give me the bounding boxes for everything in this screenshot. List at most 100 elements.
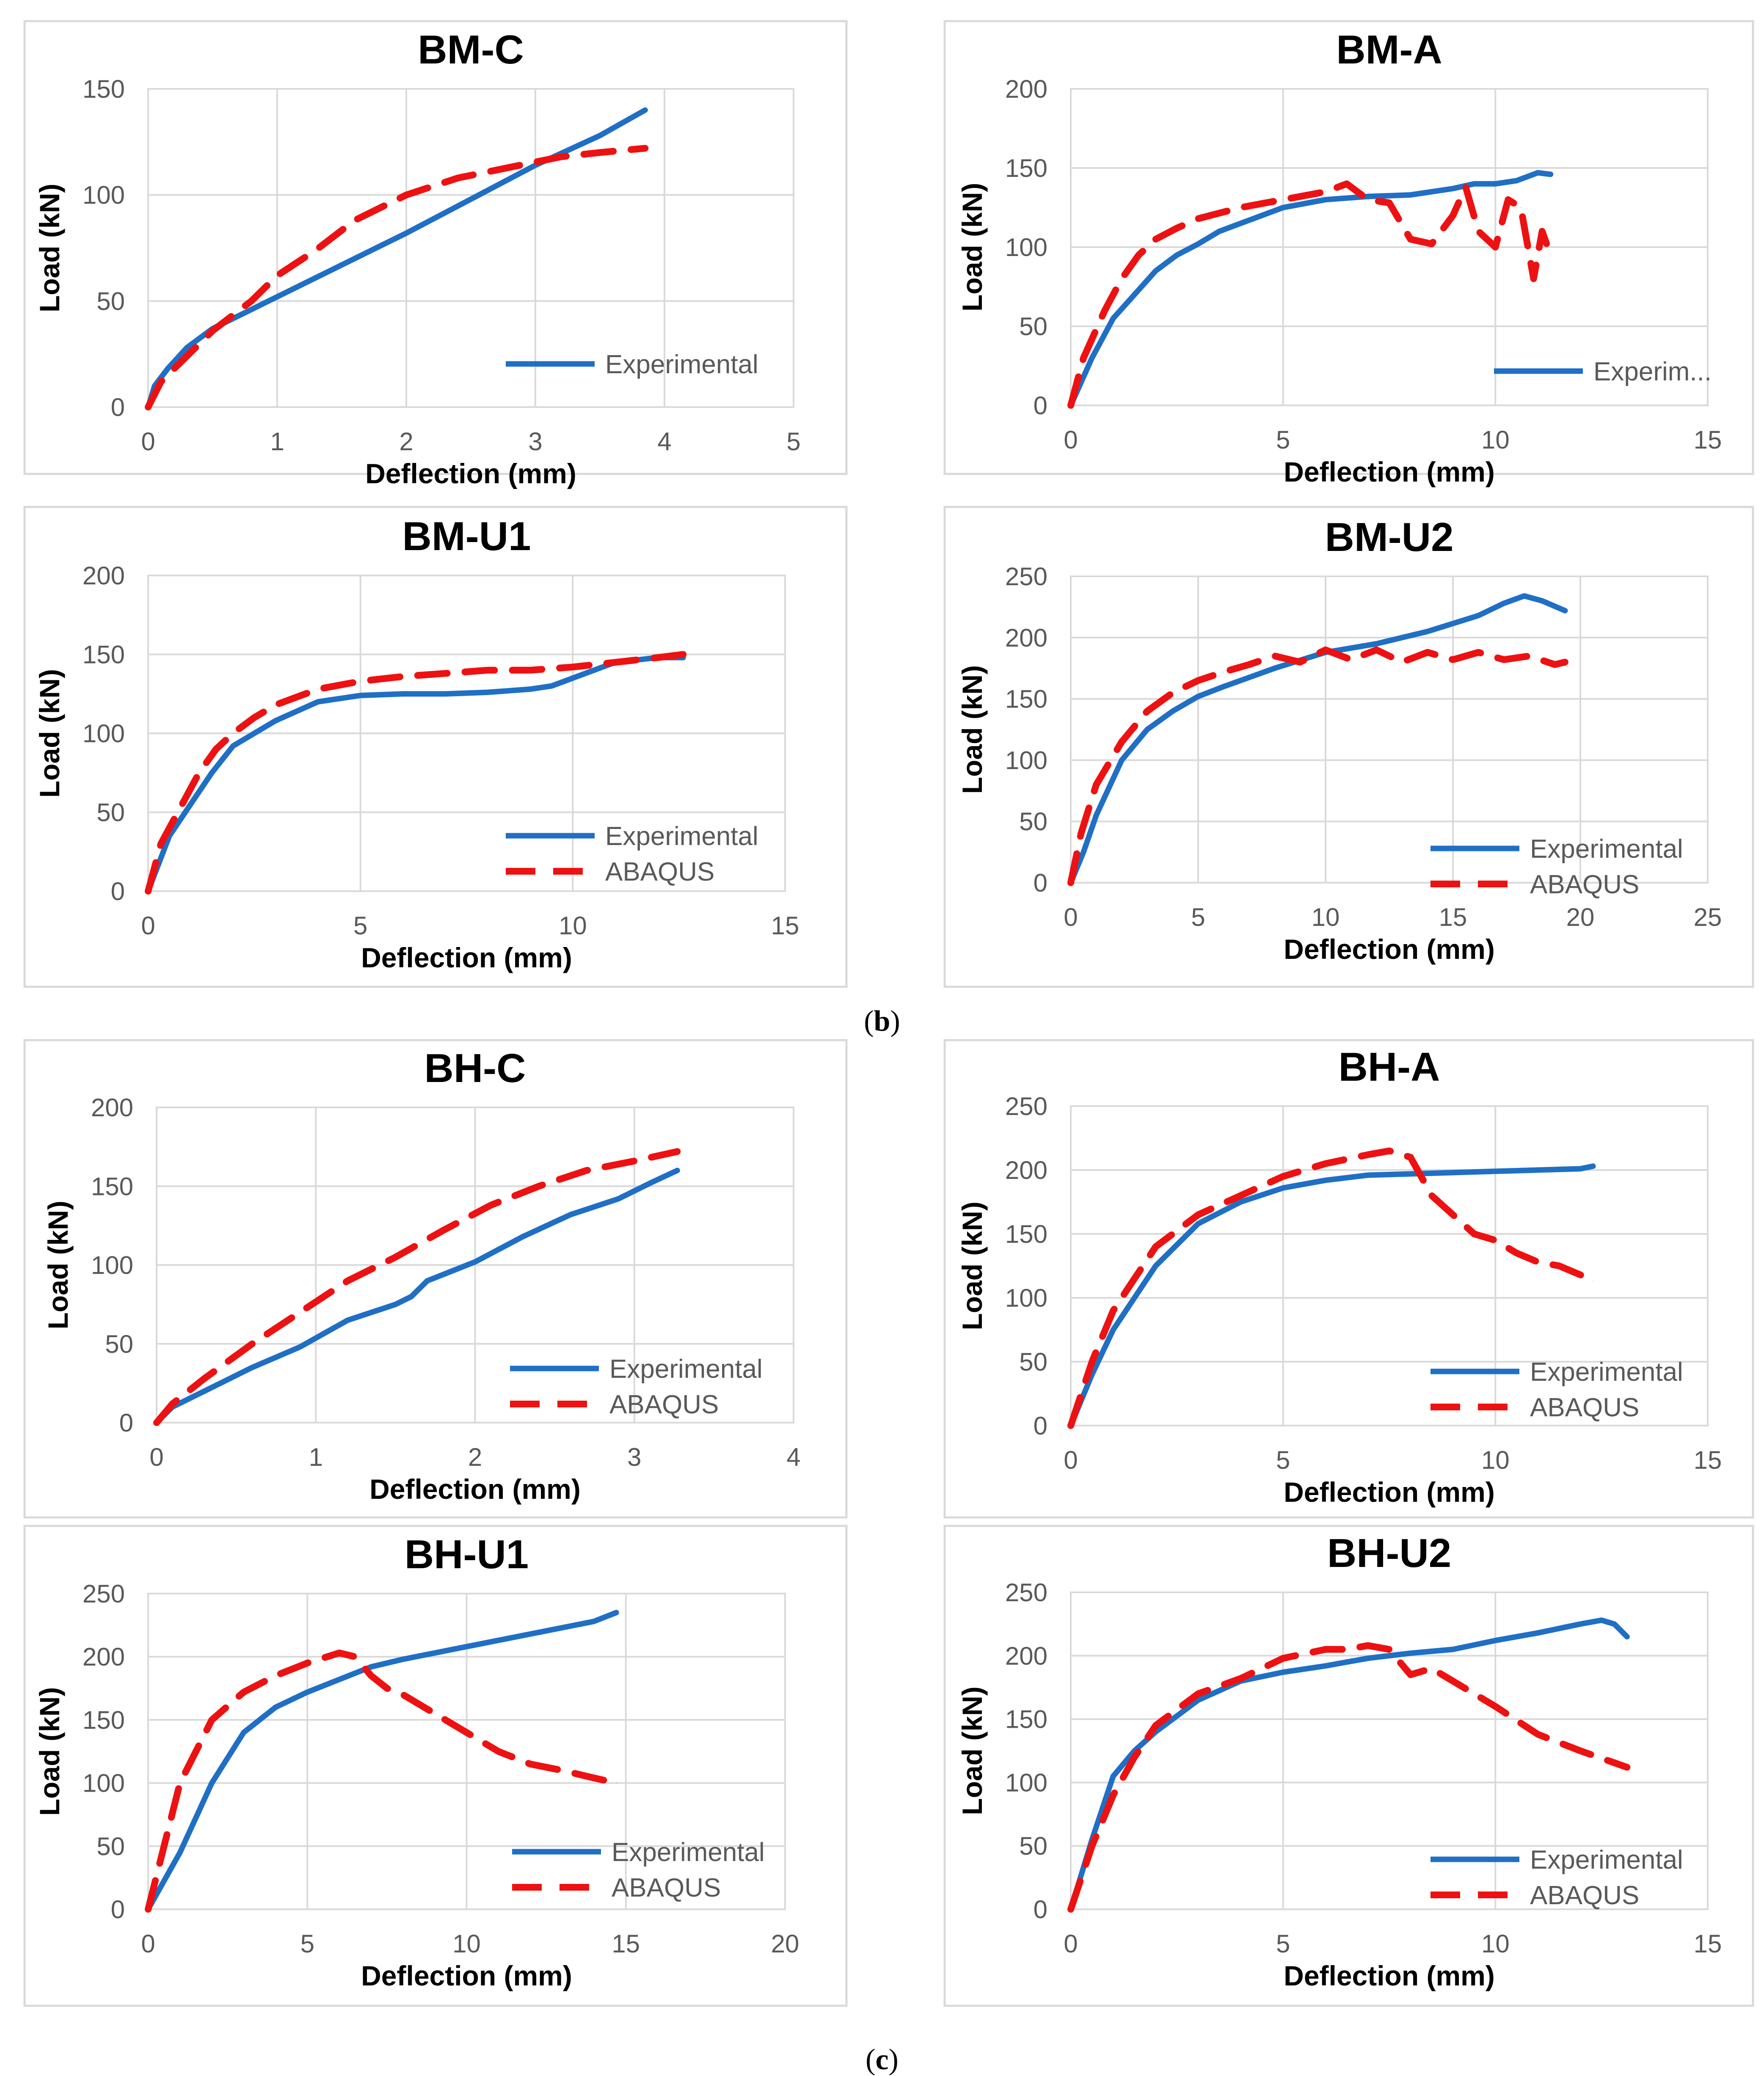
- x-tick-label: 20: [1566, 903, 1595, 931]
- experimental-data-point: [1274, 668, 1275, 669]
- y-tick-label: 100: [1005, 1768, 1047, 1797]
- y-axis-title: Load (kN): [42, 1200, 74, 1329]
- experimental-data-point: [243, 1732, 244, 1733]
- y-tick-label: 100: [1005, 746, 1047, 774]
- abaqus-data-point: [1070, 882, 1071, 883]
- x-tick-label: 15: [1439, 903, 1467, 931]
- x-axis-title: Deflection (mm): [1284, 933, 1495, 965]
- y-tick-label: 250: [1005, 1092, 1047, 1121]
- y-tick-label: 150: [91, 1172, 133, 1200]
- x-tick-label: 0: [149, 1443, 163, 1471]
- y-tick-label: 50: [1019, 1832, 1047, 1860]
- chart-bh-u2: 0 50 100 150 200 250 0 5 10 15 BH-U2 Deflection (mm…: [943, 1525, 1754, 2007]
- x-tick-label: 5: [1276, 1446, 1290, 1474]
- plot-area: [1070, 575, 1709, 884]
- legend-experimental-label: Experimental: [612, 1838, 765, 1867]
- legend-abaqus-label: ABAQUS: [609, 1390, 719, 1419]
- y-tick-label: 100: [83, 181, 125, 209]
- y-tick-label: 100: [91, 1251, 133, 1280]
- x-tick-label: 0: [141, 911, 155, 940]
- chart-bh-u1: 0 50 100 150 200 250 0 5 10 15 20 BH-U1 Deflection (…: [23, 1525, 848, 2007]
- y-axis-title: Load (kN): [956, 665, 988, 794]
- y-axis-title: Load (kN): [956, 1686, 988, 1815]
- chart-title: BM-C: [418, 27, 524, 72]
- x-tick-label: 0: [1064, 903, 1078, 931]
- x-tick-label: 15: [771, 911, 799, 940]
- y-tick-label: 0: [1034, 1412, 1047, 1440]
- plot-area: [147, 88, 794, 408]
- y-tick-label: 0: [111, 393, 125, 421]
- y-tick-label: 100: [1005, 1284, 1047, 1312]
- y-tick-label: 50: [96, 798, 125, 827]
- y-tick-label: 0: [111, 1895, 125, 1924]
- abaqus-data-point: [1478, 652, 1479, 653]
- y-tick-label: 100: [83, 719, 125, 748]
- y-tick-label: 200: [1005, 1642, 1047, 1670]
- abaqus-data-point: [402, 1694, 403, 1695]
- abaqus-data-point: [1070, 1425, 1071, 1426]
- x-tick-label: 15: [1694, 1930, 1722, 1958]
- legend-abaqus-label: ABAQUS: [612, 1873, 721, 1903]
- abaqus-data-point: [657, 657, 658, 658]
- experimental-data-point: [402, 1659, 403, 1660]
- abaqus-data-point: [1427, 652, 1428, 653]
- y-tick-label: 100: [83, 1769, 125, 1798]
- abaqus-data-point: [1533, 278, 1534, 279]
- y-tick-label: 150: [83, 1706, 125, 1734]
- x-tick-label: 0: [141, 427, 155, 456]
- abaqus-data-point: [1495, 1240, 1496, 1241]
- y-tick-label: 150: [1005, 1220, 1047, 1248]
- x-tick-label: 4: [786, 1443, 800, 1471]
- experimental-data-point: [1113, 318, 1114, 319]
- y-tick-label: 150: [1005, 154, 1047, 182]
- abaqus-data-point: [509, 167, 510, 168]
- chart-title: BM-A: [1336, 27, 1442, 72]
- chart-bm-a: 0 50 100 150 200 0 5 10 15 BM-A Deflection (mm) Loa…: [943, 20, 1754, 487]
- experimental-data-point: [1427, 631, 1428, 632]
- y-tick-label: 50: [1019, 312, 1047, 341]
- experimental-data-point: [616, 1612, 617, 1613]
- y-axis-title: Load (kN): [34, 1687, 65, 1816]
- experimental-data-point: [1478, 615, 1479, 616]
- x-tick-label: 5: [353, 911, 367, 940]
- chart-title: BM-U2: [1325, 515, 1454, 560]
- experimental-data-point: [466, 1646, 467, 1647]
- x-tick-label: 20: [771, 1930, 799, 1958]
- y-tick-label: 200: [83, 1643, 125, 1671]
- y-tick-label: 0: [119, 1409, 133, 1437]
- y-tick-label: 200: [1005, 75, 1047, 103]
- legend-experimental-label: Experimental: [605, 350, 758, 379]
- y-tick-label: 200: [1005, 1156, 1047, 1184]
- series-abaqus-line: [1067, 1147, 1597, 1429]
- y-tick-label: 150: [1005, 1705, 1047, 1734]
- chart-title: BH-U2: [1327, 1531, 1451, 1576]
- x-tick-label: 10: [1481, 426, 1510, 454]
- x-tick-label: 15: [1694, 1446, 1722, 1474]
- y-tick-label: 50: [96, 1832, 125, 1861]
- experimental-data-point: [1495, 1640, 1496, 1641]
- abaqus-data-point: [1474, 1233, 1475, 1234]
- x-tick-label: 5: [1276, 426, 1290, 454]
- y-tick-label: 150: [83, 641, 125, 669]
- chart-bm-u1: 0 50 100 150 200 0 5 10 15 BM-U1 Deflection (mm) Lo…: [23, 506, 848, 988]
- legend-experimental-label: Experimental: [1530, 834, 1683, 864]
- legend-experimental-label: Experimental: [605, 822, 758, 851]
- x-tick-label: 10: [1481, 1446, 1510, 1474]
- chart-title: BH-A: [1339, 1044, 1440, 1090]
- abaqus-data-point: [347, 1280, 348, 1281]
- abaqus-data-point: [1240, 1195, 1241, 1196]
- y-tick-label: 250: [83, 1580, 125, 1608]
- y-tick-label: 50: [1019, 1348, 1047, 1376]
- abaqus-data-point: [538, 1186, 539, 1187]
- chart-title: BH-U1: [405, 1532, 529, 1577]
- abaqus-data-point: [1495, 1706, 1496, 1707]
- x-tick-label: 5: [1276, 1930, 1290, 1958]
- chart-bh-c: 0 50 100 150 200 0 1 2 3 4 BH-C Deflection (mm) Load…: [23, 1039, 848, 1519]
- y-axis-title: Load (kN): [34, 184, 65, 312]
- y-tick-label: 50: [1019, 807, 1047, 836]
- x-tick-label: 10: [559, 911, 587, 940]
- x-tick-label: 3: [528, 427, 542, 456]
- caption-b: (b): [864, 1005, 900, 1038]
- y-tick-label: 0: [1034, 1895, 1047, 1924]
